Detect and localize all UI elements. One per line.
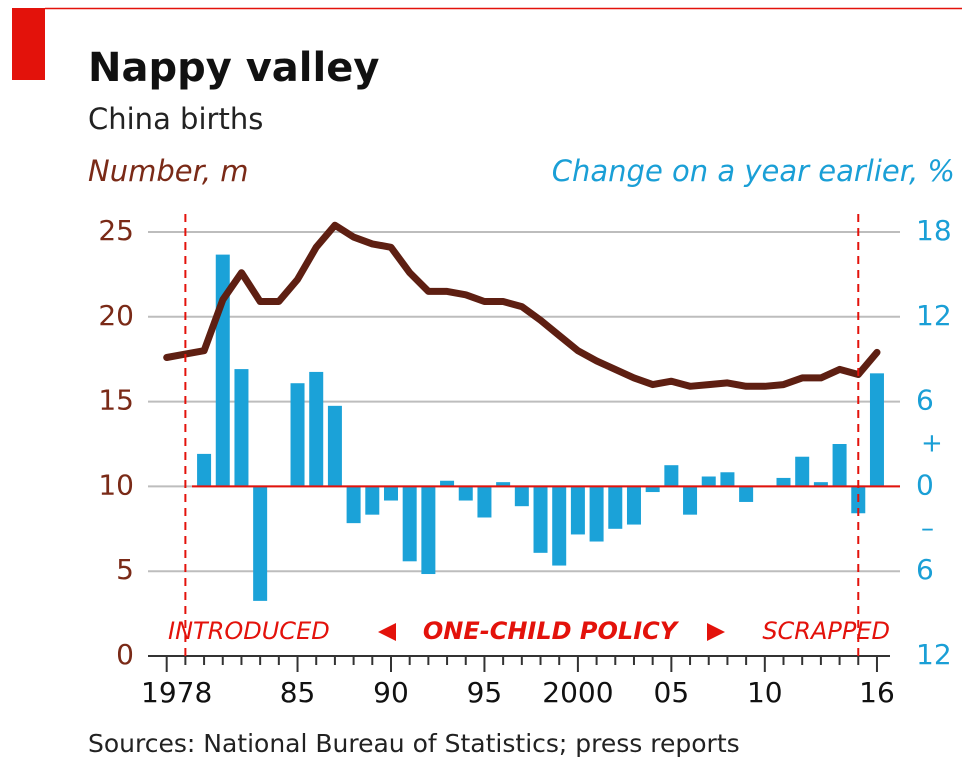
bar [720, 472, 735, 487]
bar [626, 486, 641, 525]
bar [197, 453, 212, 487]
x-tick-label: 90 [373, 676, 409, 709]
x-tick-label: 85 [280, 676, 316, 709]
line [163, 221, 881, 390]
bar [776, 477, 791, 487]
bar [645, 486, 660, 493]
chart-subtitle: China births [88, 102, 263, 136]
annotation: ONE-CHILD POLICY [423, 617, 680, 645]
annotation: INTRODUCED [168, 617, 330, 645]
bar [795, 456, 810, 487]
y-tick-label: 20 [98, 299, 134, 332]
bar [477, 486, 492, 518]
x-tick-label: 95 [467, 676, 503, 709]
x-tick-label: 1978 [141, 676, 212, 709]
y2-tick-label: 12 [916, 299, 952, 332]
x-tick-label: 05 [654, 676, 690, 709]
bar [608, 486, 623, 529]
bar [869, 373, 884, 487]
brand-tag [12, 8, 45, 80]
y2-tick-label: 6 [916, 384, 934, 417]
bar [309, 371, 324, 487]
arrow-left [378, 623, 396, 641]
y2-axis-label: Change on a year earlier, % [552, 154, 955, 188]
x-tick-label: 10 [747, 676, 783, 709]
x-tick-label: 2000 [542, 676, 613, 709]
bar [683, 486, 698, 515]
y-tick-label: 0 [116, 638, 134, 671]
y2-tick-label: 12 [916, 638, 952, 671]
bar [402, 486, 417, 562]
y-tick-label: 15 [98, 384, 134, 417]
bar [365, 486, 380, 515]
sign-label: – [921, 513, 934, 543]
bar [496, 482, 511, 487]
bar [327, 405, 342, 487]
bar [533, 486, 548, 553]
bar [570, 486, 585, 535]
bar [421, 486, 436, 575]
bar [589, 486, 604, 542]
chart-title: Nappy valley [88, 45, 379, 91]
annotation: SCRAPPED [762, 617, 890, 645]
bar [701, 476, 716, 487]
bar [290, 383, 305, 487]
bar [739, 486, 754, 502]
bar [234, 369, 249, 487]
source: Sources: National Bureau of Statistics; … [88, 729, 740, 758]
bar [458, 486, 473, 501]
bar [346, 486, 361, 524]
y2-tick-label: 6 [916, 553, 934, 586]
y-tick-label: 5 [116, 553, 134, 586]
y-tick-label: 25 [98, 214, 134, 247]
bar [552, 486, 567, 566]
y-axis-label: Number, m [88, 154, 249, 188]
bar [253, 486, 268, 601]
bar [832, 444, 847, 487]
bar [813, 482, 828, 487]
x-tick-label: 16 [859, 676, 895, 709]
arrow-right [707, 623, 725, 641]
y2-tick-label: 18 [916, 214, 952, 247]
y2-tick-label: 0 [916, 468, 934, 501]
sign-label: + [921, 429, 943, 459]
bar [440, 480, 455, 487]
bar [514, 486, 529, 507]
bar [664, 465, 679, 487]
bar [383, 486, 398, 501]
y-tick-label: 10 [98, 468, 134, 501]
